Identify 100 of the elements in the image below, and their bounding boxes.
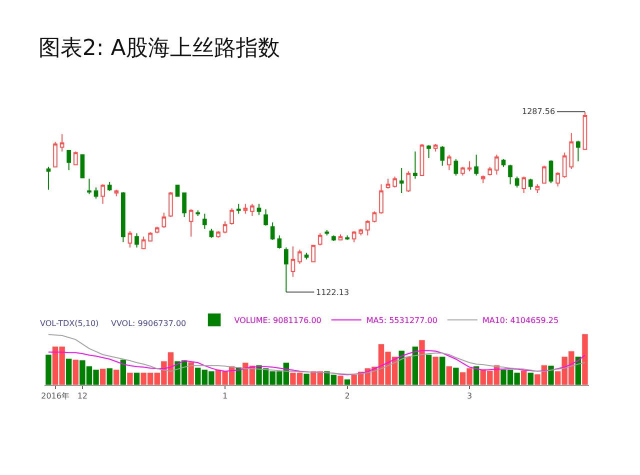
candlestick [80, 154, 85, 178]
candlestick [141, 236, 146, 250]
candlestick [243, 203, 248, 214]
candlestick [542, 165, 546, 184]
x-tick-label: 1 [222, 391, 228, 400]
candlestick [311, 244, 316, 262]
candlestick [107, 182, 112, 192]
candlestick [556, 172, 560, 187]
candlestick [522, 176, 526, 194]
bar [66, 358, 72, 385]
candlestick [358, 228, 364, 236]
bar [106, 368, 112, 385]
candlestick [87, 178, 92, 195]
bar [528, 372, 534, 385]
bar [46, 354, 52, 385]
candlestick [548, 160, 554, 184]
candlestick [345, 234, 350, 240]
candlestick [569, 132, 574, 170]
chart-title: 图表2: A股海上丝路指数 [38, 36, 280, 62]
candlestick [236, 203, 241, 214]
candlestick [508, 164, 512, 185]
candlestick [365, 220, 370, 236]
candlestick [264, 208, 268, 226]
candlestick [121, 191, 126, 243]
bar [426, 354, 432, 385]
bar [446, 366, 452, 385]
bar [582, 334, 588, 385]
candlestick [440, 146, 445, 166]
bar [72, 360, 78, 385]
legend-label: MA5: 5531277.00 [366, 316, 438, 326]
candlestick [277, 234, 282, 250]
bar [188, 362, 194, 385]
bar [453, 368, 459, 385]
candlestick [128, 230, 132, 248]
candlestick [562, 152, 567, 178]
text: VVOL: 9906737.00 [111, 319, 186, 328]
candlestick [230, 208, 234, 226]
bar [120, 360, 126, 385]
candlestick [582, 111, 588, 150]
candlestick [535, 184, 540, 194]
candlestick [100, 184, 105, 204]
candlestick [420, 143, 424, 176]
candlestick [480, 175, 486, 184]
candlestick [352, 230, 356, 243]
candlestick [256, 203, 262, 216]
bar [412, 346, 418, 385]
candlestick [182, 192, 186, 218]
candlestick [576, 140, 580, 162]
bar [575, 356, 582, 385]
candlestick [332, 234, 336, 242]
bar [548, 366, 554, 385]
candlestick [379, 184, 384, 214]
candlestick [446, 154, 452, 171]
candlestick [433, 143, 438, 152]
candlestick [168, 191, 173, 218]
candlestick [324, 230, 330, 236]
candlestick [175, 184, 180, 197]
bar [432, 356, 438, 385]
candlestick [298, 249, 302, 264]
candlestick [216, 230, 220, 238]
candlestick [338, 234, 343, 240]
candlestick [386, 178, 390, 190]
candlestick [528, 178, 533, 190]
bar [338, 376, 344, 385]
candlestick [162, 212, 166, 228]
candlestick [318, 232, 322, 246]
text: VOL-TDX(5,10) [40, 319, 99, 328]
annotation: 1122.13 [316, 288, 350, 297]
candlestick [73, 151, 78, 166]
candlestick [134, 232, 139, 248]
legend-label: VOLUME: 9081176.00 [234, 316, 322, 326]
bar [521, 370, 527, 385]
candlestick [488, 166, 492, 176]
candlestick [372, 210, 377, 223]
x-tick-label: 2 [344, 391, 350, 400]
bar [134, 372, 140, 385]
bar [398, 350, 404, 385]
candlestick [94, 186, 98, 199]
candlestick [514, 176, 520, 188]
candlestick [454, 158, 458, 176]
candlestick [426, 144, 431, 159]
candlestick [46, 166, 51, 190]
candlestick [114, 189, 119, 197]
candlestick [501, 158, 506, 168]
candlestick [154, 226, 160, 234]
candlestick [66, 150, 72, 171]
bar [127, 372, 133, 385]
candlestick [188, 208, 194, 238]
candlestick [222, 220, 228, 234]
legend-label: MA10: 4104659.25 [482, 316, 559, 326]
candlestick [304, 252, 309, 260]
candlestick [202, 213, 207, 230]
candlestick [290, 246, 296, 278]
candlestick [494, 154, 499, 175]
candlestick [270, 222, 275, 240]
candlestick [53, 141, 58, 168]
candlestick [284, 247, 288, 293]
candlestick [148, 232, 153, 242]
bar [304, 374, 310, 385]
candlestick [474, 154, 478, 176]
